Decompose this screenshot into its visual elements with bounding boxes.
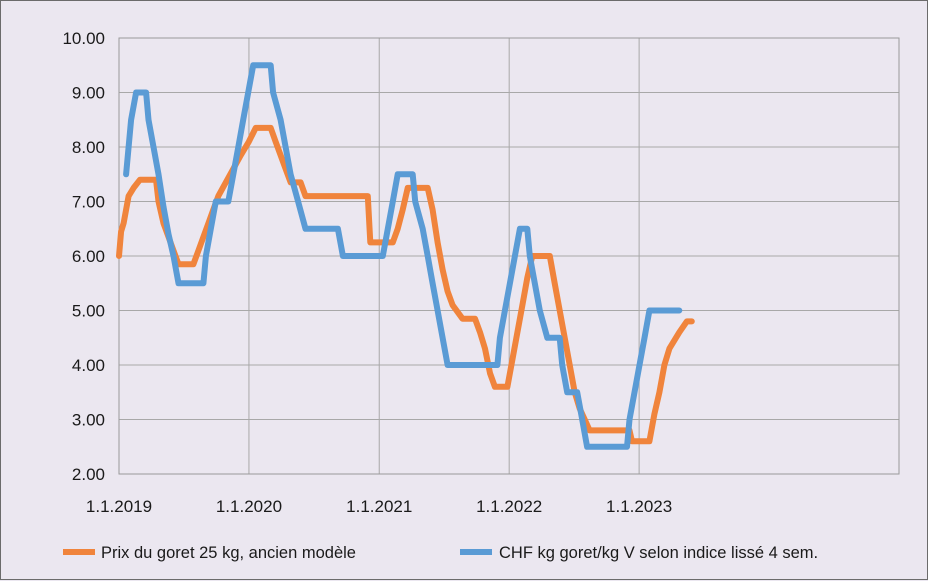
series-layer — [116, 62, 695, 450]
legend-label-chf-kg-goret: CHF kg goret/kg V selon indice lissé 4 s… — [499, 544, 818, 562]
y-tick-label: 6.00 — [72, 247, 105, 266]
x-tick-label: 1.1.2019 — [86, 497, 152, 516]
y-axis-ticks: 2.00 3.00 4.00 5.00 6.00 7.00 8.00 9.00 10.00 — [62, 29, 105, 484]
y-tick-label: 2.00 — [72, 465, 105, 484]
series-line-chf-kg-goret — [123, 62, 683, 450]
chart-grid — [118, 37, 899, 475]
legend-label-prix-du-goret: Prix du goret 25 kg, ancien modèle — [101, 544, 356, 562]
x-tick-label: 1.1.2021 — [346, 497, 412, 516]
y-tick-label: 7.00 — [72, 193, 105, 212]
y-tick-label: 3.00 — [72, 411, 105, 430]
y-tick-label: 5.00 — [72, 302, 105, 321]
x-tick-label: 1.1.2023 — [606, 497, 672, 516]
legend: Prix du goret 25 kg, ancien modèle CHF k… — [63, 544, 818, 562]
x-axis-ticks: 1.1.2019 1.1.2020 1.1.2021 1.1.2022 1.1.2023 — [86, 497, 672, 516]
y-tick-label: 4.00 — [72, 356, 105, 375]
y-tick-label: 9.00 — [72, 84, 105, 103]
x-tick-label: 1.1.2022 — [476, 497, 542, 516]
y-tick-label: 10.00 — [62, 29, 105, 48]
y-tick-label: 8.00 — [72, 138, 105, 157]
x-tick-label: 1.1.2020 — [216, 497, 282, 516]
